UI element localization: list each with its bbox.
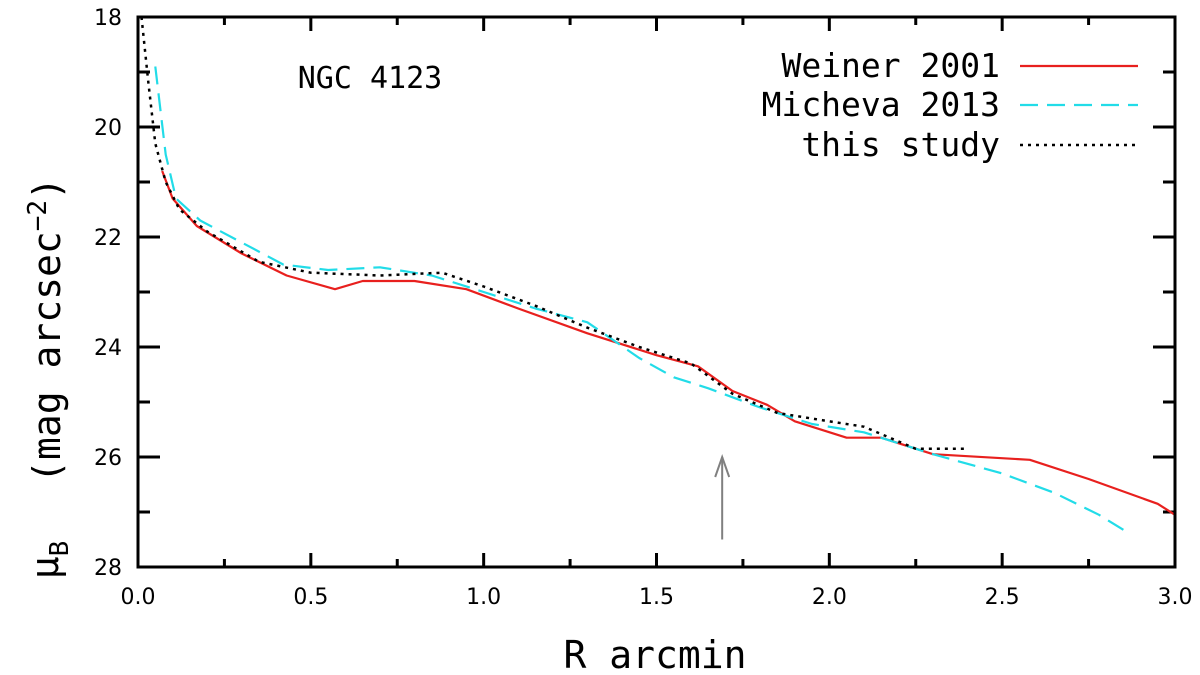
arrow-marker — [714, 453, 731, 540]
x-tick-label: 0.0 — [121, 585, 156, 610]
y-axis-title-exponent: −2 — [23, 200, 53, 231]
y-axis-mu-symbol: μB — [23, 541, 75, 580]
legend-label: Weiner 2001 — [781, 46, 1000, 85]
legend-label: this study — [801, 125, 1000, 164]
y-axis-title-paren: (mag arcsec — [25, 231, 69, 483]
plot-frame — [136, 15, 1177, 569]
x-tick-label: 2.0 — [812, 585, 847, 610]
y-tick-label: 18 — [94, 6, 122, 31]
y-axis-mu-sub: B — [45, 541, 75, 557]
y-axis-mu: μ — [23, 556, 67, 579]
series-line-weiner-2001 — [161, 170, 1176, 516]
x-tick-label: 2.5 — [985, 585, 1020, 610]
y-tick-label: 24 — [94, 336, 122, 361]
y-axis-title: (mag arcsec−2) — [23, 177, 69, 483]
y-tick-label: 20 — [94, 116, 122, 141]
axis-ticks — [136, 15, 1177, 569]
series-line-micheva-2013 — [154, 66, 1131, 535]
tick-labels: 0.0 0.5 1.0 1.5 2.0 2.5 3.0 18 20 22 24 26 28 — [94, 6, 1193, 610]
x-axis-title: R arcmin — [563, 633, 746, 675]
arrow-head — [714, 453, 731, 478]
x-tick-label: 0.5 — [293, 585, 328, 610]
x-tick-label: 1.5 — [639, 585, 674, 610]
series-lines — [140, 16, 1176, 535]
y-tick-label: 28 — [94, 556, 122, 581]
x-tick-label: 1.0 — [466, 585, 501, 610]
y-tick-label: 26 — [94, 446, 122, 471]
legend-label: Micheva 2013 — [762, 85, 1000, 124]
series-line-this-study — [140, 16, 968, 451]
y-axis-title-close: ) — [25, 177, 69, 200]
y-tick-label: 22 — [94, 226, 122, 251]
x-tick-label: 3.0 — [1158, 585, 1193, 610]
svg-text:(mag arcsec−2): (mag arcsec−2) — [23, 177, 69, 483]
annotation-galaxy-name: NGC 4123 — [298, 61, 443, 96]
svg-text:μB: μB — [23, 541, 75, 580]
